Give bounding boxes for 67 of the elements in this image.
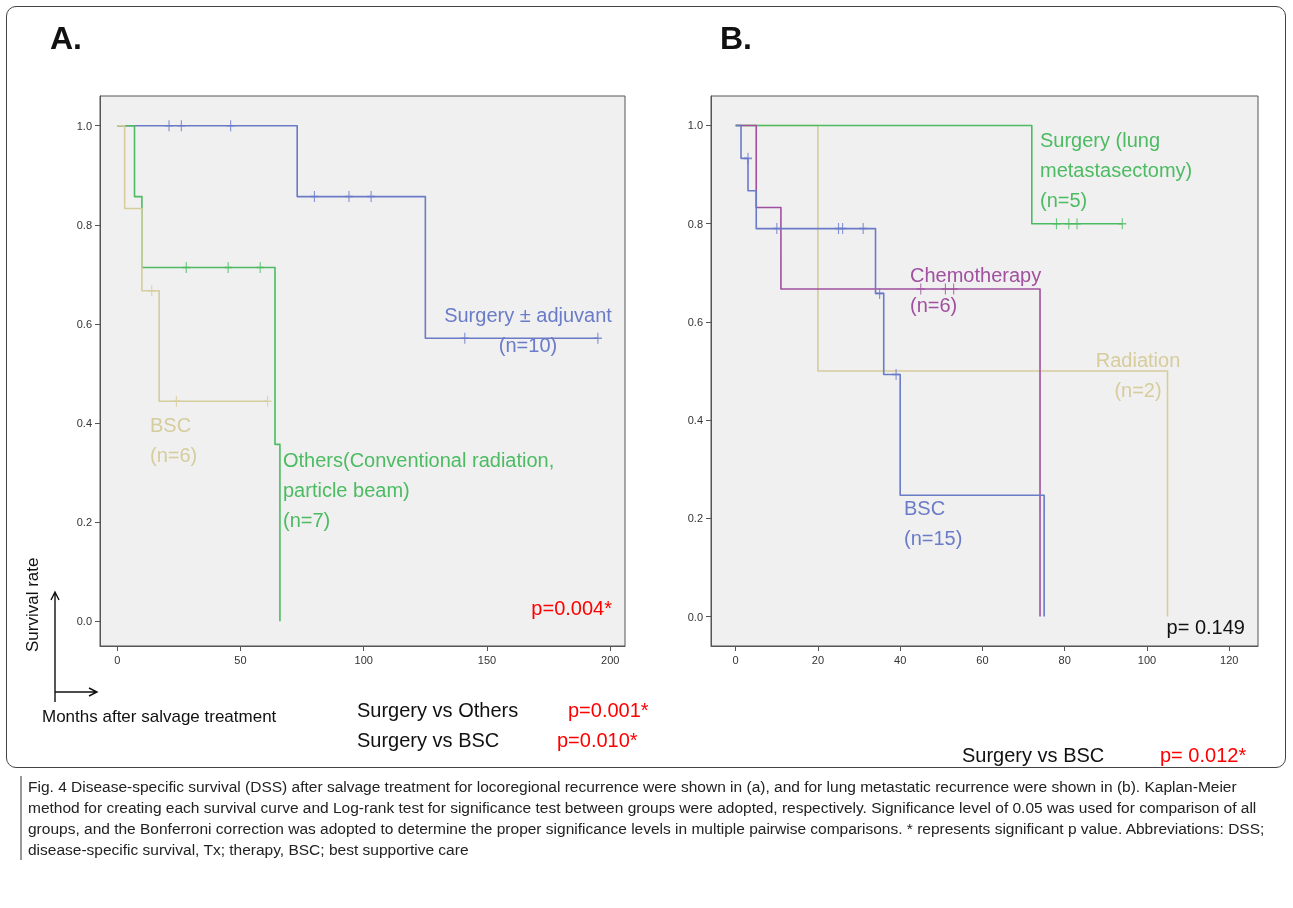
y-tick-label: 0.8 xyxy=(687,217,703,230)
point xyxy=(1072,217,1082,230)
caption: Fig. 4 Disease-specific survival (DSS) after salvage treatment for locoregional recurrence were shown in (a), and for lung metastatic recurrence were shown in (b). Kaplan-Meier method for creating each survival curve and Log-rank test for significance test between groups were adopted, respectively. Significance level of 0.05 was used for comparison of all groups, and the Bonferroni correction was adopted to determine the proper significance levels in multiple pairwise comparisons. * represents significant p value. Abbreviations: DSS; disease-specific survival, Tx; therapy, BSC; best supportive care xyxy=(20,776,1278,860)
chart-title: A. xyxy=(50,20,82,56)
point xyxy=(147,284,157,297)
point xyxy=(181,261,191,274)
x-tick-label: 100 xyxy=(1137,653,1157,666)
text: p= 0.012* xyxy=(1160,744,1247,766)
x-tick-label: 100 xyxy=(354,653,373,666)
series-label: BSC (n=15) xyxy=(904,497,963,549)
text: Surgery vs BSC xyxy=(357,729,500,751)
point xyxy=(891,368,901,381)
text: Surgery vs BSC xyxy=(962,744,1105,766)
text: Surgery vs Others xyxy=(357,699,519,721)
annotation: p=0.004* xyxy=(531,597,613,619)
point xyxy=(1064,217,1074,230)
y-tick-label: 0.4 xyxy=(76,417,92,430)
x-tick-label: 60 xyxy=(976,653,989,666)
text: p=0.001* xyxy=(568,699,649,721)
point xyxy=(772,222,782,235)
y-tick-label: 0.0 xyxy=(687,610,703,623)
series-label: Surgery (lung metastasectomy) (n=5) xyxy=(1040,129,1193,211)
y-tick-label: 0.8 xyxy=(76,218,92,231)
series-label: Chemotherapy (n=6) xyxy=(910,264,1042,316)
y-tick-label: 0.0 xyxy=(76,615,92,628)
x-tick-label: 120 xyxy=(1220,653,1239,666)
x-axis-title: Months after salvage treatment xyxy=(42,707,277,726)
y-tick-label: 1.0 xyxy=(687,119,703,132)
y-tick-label: 0.6 xyxy=(687,315,703,328)
x-tick-label: 200 xyxy=(601,653,620,666)
x-tick-label: 40 xyxy=(894,653,907,666)
point xyxy=(164,119,174,132)
series-label: Radiation (n=2) xyxy=(1095,349,1181,401)
y-tick-label: 0.6 xyxy=(76,317,92,330)
y-axis-title: Survival rate xyxy=(22,557,42,652)
y-tick-label: 0.2 xyxy=(687,512,703,525)
series-label: BSC (n=6) xyxy=(150,414,198,466)
point xyxy=(1117,217,1127,230)
x-tick-label: 0 xyxy=(732,653,739,666)
y-tick-label: 1.0 xyxy=(76,119,92,132)
point xyxy=(309,190,320,203)
point xyxy=(262,395,273,408)
chart-title: B. xyxy=(720,20,752,56)
point xyxy=(171,395,182,408)
point xyxy=(366,190,376,203)
x-tick-label: 0 xyxy=(114,653,121,666)
x-tick-label: 150 xyxy=(477,653,497,666)
point xyxy=(1051,217,1062,230)
text: p=0.010* xyxy=(557,729,638,751)
point xyxy=(743,152,753,165)
point xyxy=(223,261,233,274)
point xyxy=(593,332,603,345)
series-label: Surgery ± adjuvant (n=10) xyxy=(444,304,613,356)
x-tick-label: 50 xyxy=(234,653,247,666)
series-label: Others(Conventional radiation, particle beam) (n=7) xyxy=(283,449,555,531)
x-tick-label: 20 xyxy=(811,653,825,666)
y-tick-label: 0.4 xyxy=(687,414,703,427)
x-tick-label: 80 xyxy=(1058,653,1071,666)
point xyxy=(344,190,354,203)
annotation: p= 0.149 xyxy=(1166,616,1245,638)
point xyxy=(255,261,265,274)
point xyxy=(858,222,868,235)
point xyxy=(874,287,885,300)
point xyxy=(225,119,236,132)
point xyxy=(460,332,470,345)
point xyxy=(176,119,186,132)
y-tick-label: 0.2 xyxy=(76,516,92,529)
